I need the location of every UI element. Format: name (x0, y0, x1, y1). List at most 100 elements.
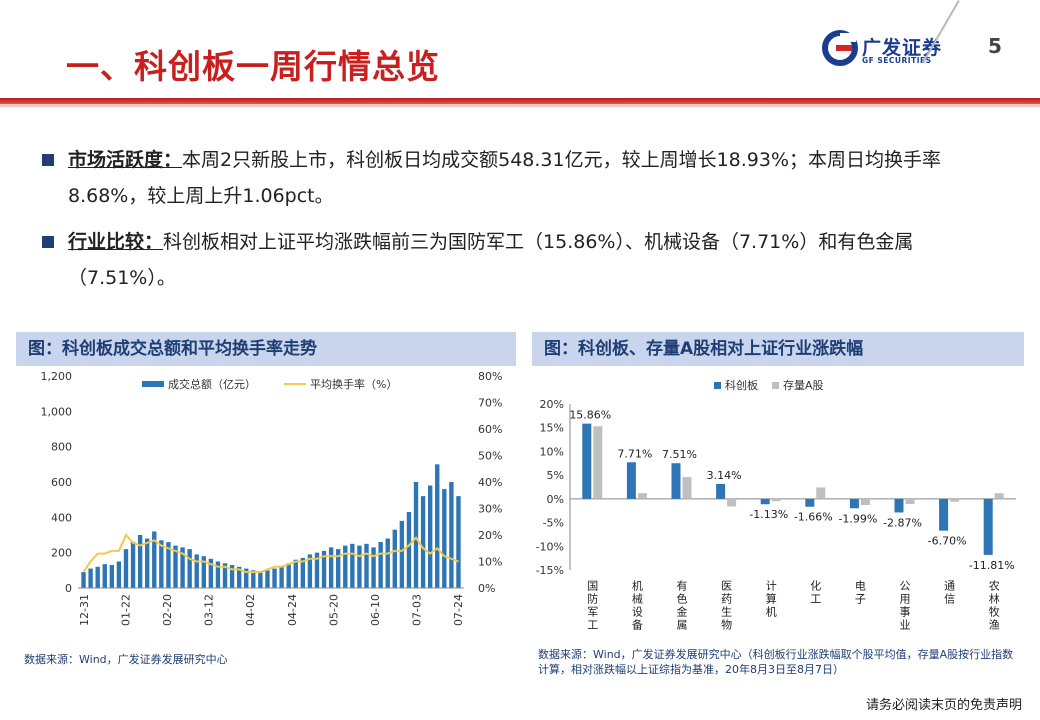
y-axis-tick-label: 15% (540, 422, 564, 435)
a-share-bar (994, 493, 1004, 499)
disclaimer: 请务必阅读末页的免责声明 (865, 698, 1022, 713)
legend-a-share-swatch (772, 382, 779, 389)
volume-bar (123, 549, 129, 588)
bullet-square-icon (42, 154, 54, 166)
volume-bar (413, 482, 419, 588)
legend-kcb-label: 科创板 (725, 378, 758, 392)
volume-bar (102, 564, 107, 588)
right-axis-tick-label: 50% (478, 450, 502, 463)
kcb-bar (626, 462, 636, 499)
volume-turnover-svg: 0 200 400 600 800 1,000 1,200 0% 10% 20% 30% 40% 50%… (41, 370, 503, 626)
volume-bar (201, 556, 206, 588)
data-label: 7.71% (617, 447, 652, 460)
volume-bar (229, 565, 235, 588)
volume-bar (215, 561, 221, 588)
volume-bar (435, 464, 440, 588)
turnover-line (82, 533, 459, 574)
left-axis-tick-label: 0 (65, 582, 72, 595)
industry-change-svg: -15% -10% -5% 0% 5% 10% 15% 20% 15.86% 国防军工 7.71% 机… (536, 378, 1016, 632)
data-label: 3.14% (707, 469, 742, 482)
volume-bar (258, 571, 263, 588)
right-axis-tick-label: 0% (478, 582, 495, 595)
a-share-bar (637, 493, 647, 499)
legend-turnover-label: 平均换手率（%） (310, 377, 397, 391)
summary-bullets: 市场活跃度：本周2只新股上市，科创板日均成交额548.31亿元，较上周增长18.… (40, 142, 1020, 306)
volume-bar (336, 549, 341, 588)
logo-cn-text: 广发证券 (862, 37, 943, 59)
volume-bar (442, 489, 447, 588)
volume-bar (173, 545, 178, 588)
legend-a-share-label: 存量A股 (783, 378, 824, 392)
volume-bar (378, 542, 383, 588)
a-share-bar (593, 426, 603, 499)
volume-bar (95, 566, 100, 588)
volume-bar (159, 540, 164, 588)
x-axis-tick-label: 01-22 (120, 594, 133, 626)
kcb-bar (805, 498, 815, 507)
volume-bar (272, 568, 277, 588)
y-axis-tick-label: -10% (536, 540, 564, 553)
volume-bar (456, 496, 461, 588)
volume-bar (116, 561, 122, 588)
left-chart-source: 数据来源：Wind，广发证券发展研究中心 (24, 653, 228, 666)
volume-bar (314, 552, 320, 588)
data-label: 15.86% (569, 409, 611, 422)
gf-logo-icon (822, 30, 858, 66)
volume-bar (145, 538, 150, 588)
bullet-square-icon (42, 236, 54, 248)
a-share-bar (816, 487, 826, 499)
volume-bar (293, 559, 298, 588)
left-axis-tick-label: 1,200 (41, 370, 73, 383)
left-axis-tick-label: 600 (51, 476, 72, 489)
x-axis-tick-label: 03-12 (203, 594, 216, 626)
volume-bar (251, 570, 256, 588)
volume-bar (300, 557, 306, 588)
page-number: 5 (988, 34, 1002, 58)
header-red-rule-light (0, 104, 1040, 107)
volume-bar (180, 547, 185, 588)
volume-bar (364, 543, 369, 588)
volume-bar (350, 543, 355, 588)
bullet-market-activity: 市场活跃度：本周2只新股上市，科创板日均成交额548.31亿元，较上周增长18.… (40, 142, 1020, 214)
a-share-bar (727, 498, 737, 507)
kcb-bar (849, 498, 859, 509)
kcb-bar (983, 498, 993, 555)
y-axis-tick-label: -5% (543, 517, 564, 530)
kcb-bar (582, 423, 592, 499)
logo-en-text: GF SECURITIES (862, 56, 932, 65)
volume-bar (194, 554, 199, 588)
volume-bar (406, 512, 412, 588)
x-axis-category-label: 国防军工 (586, 580, 599, 632)
volume-bar (152, 531, 157, 588)
volume-bar (166, 542, 171, 588)
data-label: -11.81% (969, 559, 1015, 572)
bullet-key: 市场活跃度： (68, 149, 183, 171)
data-label: -1.66% (794, 511, 833, 524)
volume-bar (449, 482, 454, 588)
x-axis-category-label: 公用事业 (898, 580, 911, 632)
kcb-bar (894, 498, 904, 513)
company-logo: 广发证券 GF SECURITIES (822, 30, 952, 70)
left-axis-tick-label: 1,000 (41, 405, 73, 418)
right-axis-tick-label: 80% (478, 370, 502, 383)
a-share-bar (905, 498, 915, 505)
left-axis-tick-label: 800 (51, 441, 72, 454)
data-label: 7.51% (662, 448, 697, 461)
x-axis-category-label: 电子 (853, 580, 866, 606)
volume-bar (328, 547, 334, 588)
kcb-bar (760, 498, 770, 505)
y-axis-tick-label: 0% (547, 493, 564, 506)
volume-bar (244, 568, 249, 588)
volume-bar (371, 547, 376, 588)
header-red-rule (0, 98, 1040, 104)
volume-bar (321, 550, 327, 588)
a-share-bar (860, 498, 870, 506)
kcb-bar (939, 498, 949, 531)
x-axis-category-label: 有色金属 (675, 579, 688, 632)
volume-bar (81, 572, 86, 588)
x-axis-category-label: 机械设备 (630, 579, 643, 632)
bullet-text: 本周2只新股上市，科创板日均成交额548.31亿元，较上周增长18.93%；本周… (68, 149, 942, 207)
bullet-text: 科创板相对上证平均涨跌幅前三为国防军工（15.86%）、机械设备（7.71%）和… (68, 231, 914, 289)
kcb-bar (671, 463, 681, 499)
x-axis-tick-label: 07-03 (410, 594, 423, 626)
